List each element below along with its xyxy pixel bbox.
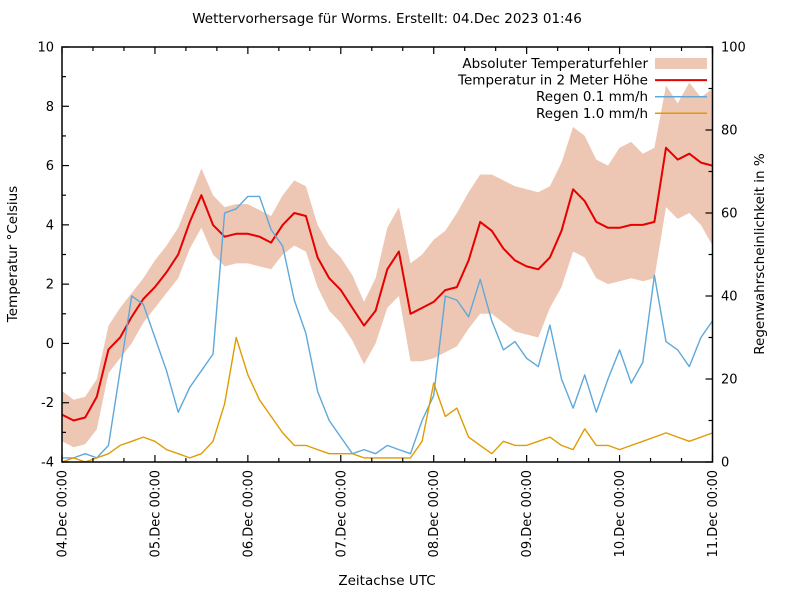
y-left-tick-label: 4 — [46, 218, 54, 233]
x-tick-label: 08.Dec 00:00 — [427, 470, 442, 557]
x-tick-label: 06.Dec 00:00 — [241, 470, 256, 557]
chart-axes — [61, 46, 714, 463]
x-tick-label: 10.Dec 00:00 — [613, 470, 628, 557]
y-left-tick-label: -4 — [41, 456, 54, 471]
y-right-tick-label: 80 — [721, 124, 738, 139]
chart-title: Wettervorhersage für Worms. Erstellt: 04… — [192, 11, 582, 27]
y-left-tick-label: 0 — [46, 337, 54, 352]
x-tick-labels: 04.Dec 00:00 05.Dec 00:00 06.Dec 00:00 07.D… — [56, 470, 722, 557]
y-right-tick-label: 20 — [721, 373, 738, 388]
y-right-tick-label: 100 — [721, 41, 746, 56]
y-left-tick-label: 10 — [37, 41, 54, 56]
y-right-tick-label: 60 — [721, 207, 738, 222]
temperature-line — [62, 146, 713, 422]
x-tick-label: 11.Dec 00:00 — [706, 470, 721, 557]
y-right-tick-label: 40 — [721, 290, 738, 305]
temperature-error-band — [62, 82, 713, 448]
x-tick-label: 04.Dec 00:00 — [56, 470, 71, 557]
x-tick-label: 09.Dec 00:00 — [520, 470, 535, 557]
rain-10-line — [62, 336, 713, 462]
x-axis-label: Zeitachse UTC — [338, 573, 435, 589]
y-left-tick-label: -2 — [41, 396, 54, 411]
legend-band-swatch — [655, 58, 707, 69]
legend-label: Regen 0.1 mm/h — [536, 89, 648, 105]
y-left-tick-label: 2 — [46, 278, 54, 293]
chart-series — [62, 82, 713, 462]
y-left-tick-label: 6 — [46, 159, 54, 174]
legend-label: Temperatur in 2 Meter Höhe — [457, 73, 648, 89]
y-left-tick-label: 8 — [46, 100, 54, 115]
y-left-axis-label: Temperatur °Celsius — [5, 186, 21, 323]
y-right-tick-label: 0 — [721, 456, 729, 471]
legend-label: Regen 1.0 mm/h — [536, 106, 648, 122]
legend-label: Absoluter Temperaturfehler — [462, 56, 648, 72]
x-tick-label: 07.Dec 00:00 — [334, 470, 349, 557]
y-right-axis-label: Regenwahrscheinlichkeit in % — [752, 153, 768, 355]
rain-01-line — [62, 195, 713, 459]
x-tick-label: 05.Dec 00:00 — [148, 470, 163, 557]
